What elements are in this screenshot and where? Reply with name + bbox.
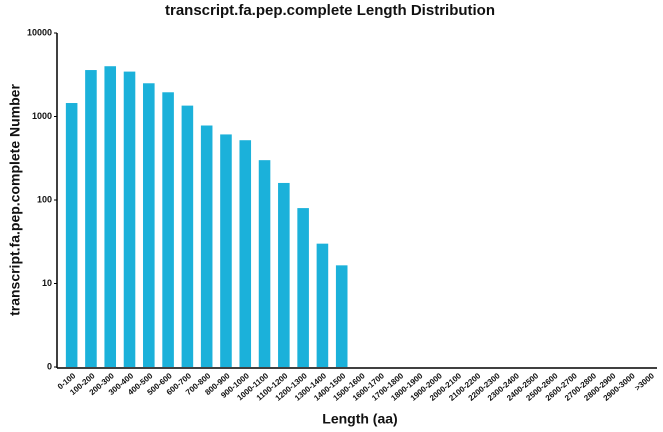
bar: [278, 182, 290, 367]
chart-title: transcript.fa.pep.complete Length Distri…: [165, 2, 495, 19]
y-tick-label: 100: [37, 194, 52, 204]
y-tick-label: 0: [47, 361, 52, 371]
bar: [104, 66, 117, 367]
bar: [297, 208, 309, 367]
bar: [335, 265, 348, 367]
x-tick-label: >3000: [633, 371, 656, 393]
bar: [239, 140, 252, 367]
bar: [316, 243, 329, 367]
bar: [85, 70, 97, 368]
bar: [65, 103, 78, 368]
y-tick-label: 1000: [32, 111, 52, 121]
y-tick-label: 10000: [27, 27, 52, 37]
bar: [258, 160, 271, 367]
bar: [123, 71, 136, 367]
x-axis-label: Length (aa): [322, 411, 397, 427]
bar: [200, 125, 213, 367]
bar: [143, 83, 155, 368]
bar: [181, 105, 194, 368]
y-tick-label: 10: [42, 278, 52, 288]
bar: [220, 134, 232, 367]
bar: [162, 92, 174, 368]
y-axis-label: transcript.fa.pep.complete Number: [7, 84, 23, 316]
